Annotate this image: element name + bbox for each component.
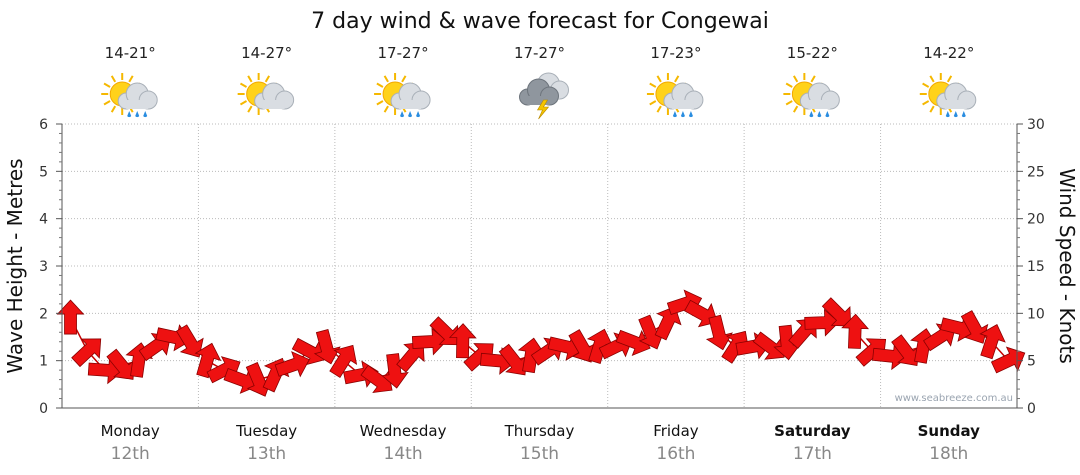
- day-temperature: 14-21°: [105, 44, 156, 62]
- wind-arrow: [804, 308, 840, 337]
- right-tick-label: 0: [1027, 401, 1036, 417]
- wind-arrow: [855, 338, 887, 367]
- right-axis-label: Wind Speed - Knots: [1055, 168, 1079, 364]
- right-tick-label: 15: [1027, 259, 1045, 275]
- left-axis-ticks: 0 1 2 3 4 5 6: [39, 117, 62, 417]
- wind-arrow: [752, 331, 785, 360]
- day-temperature: 14-22°: [923, 44, 974, 62]
- day-name: Sunday: [918, 422, 981, 440]
- wind-arrow: [71, 338, 102, 368]
- wind-arrow: [175, 324, 204, 358]
- wind-arrow: [979, 324, 1006, 360]
- wind-arrow: [411, 327, 448, 356]
- wind-arrow: [329, 344, 358, 378]
- day-date: 17th: [793, 444, 832, 464]
- day-date: 18th: [929, 444, 968, 464]
- day-temperature: 17-23°: [650, 44, 701, 62]
- wind-arrow: [821, 297, 852, 327]
- day-name: Friday: [653, 422, 699, 440]
- day-date: 15th: [520, 444, 559, 464]
- wind-arrow: [463, 343, 494, 372]
- day-temperature: 15-22°: [787, 44, 838, 62]
- wind-arrow: [990, 346, 1026, 374]
- right-axis-ticks: 0 5 10 15 20 25 30: [1017, 117, 1045, 417]
- day-name: Wednesday: [360, 422, 447, 440]
- day-temperature: 17-27°: [378, 44, 429, 62]
- right-tick-label: 30: [1027, 117, 1045, 133]
- day-labels: Monday 12th Tuesday 13th Wednesday 14th Thursd…: [101, 422, 981, 464]
- left-tick-label: 5: [39, 164, 48, 180]
- wind-arrow: [705, 314, 733, 351]
- day-name: Saturday: [774, 422, 851, 440]
- right-tick-label: 25: [1027, 164, 1045, 180]
- left-axis-label: Wave Height - Metres: [3, 158, 27, 373]
- wind-arrow: [721, 330, 750, 364]
- day-date: 16th: [656, 444, 695, 464]
- wind-arrow: [313, 328, 341, 365]
- right-tick-label: 20: [1027, 212, 1045, 228]
- wind-arrow: [498, 343, 528, 376]
- wind-arrow: [381, 353, 409, 389]
- day-name: Tuesday: [235, 422, 297, 440]
- wind-arrow: [291, 337, 326, 366]
- storm-cloud-icon: [519, 72, 569, 120]
- left-tick-label: 4: [39, 212, 48, 228]
- wind-series: [56, 289, 1026, 397]
- day-temperature: 14-27°: [241, 44, 292, 62]
- wind-arrow: [568, 329, 596, 363]
- day-temperature: 17-27°: [514, 44, 565, 62]
- wind-arrow: [448, 323, 477, 359]
- day-date: 12th: [111, 444, 150, 464]
- day-date: 13th: [247, 444, 286, 464]
- left-tick-label: 1: [39, 354, 48, 370]
- day-date: 14th: [384, 444, 423, 464]
- source-credit: www.seabreeze.com.au: [895, 393, 1013, 404]
- sun-cloud-rain-icon: [101, 73, 158, 118]
- sun-cloud-rain-icon: [646, 73, 704, 118]
- wind-arrow: [106, 348, 135, 380]
- sun-cloud-rain-icon: [374, 73, 431, 118]
- left-tick-label: 6: [39, 117, 48, 133]
- right-tick-label: 5: [1027, 354, 1036, 370]
- wind-arrow: [586, 328, 614, 365]
- wind-arrow: [615, 329, 651, 357]
- grid-lines: [62, 123, 1017, 408]
- wind-arrow: [891, 334, 920, 367]
- sun-cloud-rain-icon: [783, 73, 840, 118]
- right-tick-label: 10: [1027, 306, 1045, 322]
- day-name: Monday: [101, 422, 160, 440]
- wind-arrow: [960, 310, 989, 344]
- wind-arrow: [654, 305, 682, 341]
- left-tick-label: 3: [39, 259, 48, 275]
- chart-title: 7 day wind & wave forecast for Congewai: [311, 9, 769, 34]
- wind-arrow: [56, 299, 85, 335]
- weather-icon-row: [101, 72, 977, 120]
- left-tick-label: 0: [39, 401, 48, 417]
- sun-cloud-rain-icon: [919, 73, 977, 118]
- sun-cloud-icon: [237, 73, 295, 115]
- temperature-row: 14-21° 14-27° 17-27° 17-27° 17-23° 15-22° 14-2…: [105, 44, 975, 62]
- left-tick-label: 2: [39, 306, 48, 322]
- wind-arrow: [841, 313, 870, 349]
- wind-arrow: [274, 351, 310, 378]
- wind-arrow: [396, 341, 425, 373]
- day-name: Thursday: [504, 422, 575, 440]
